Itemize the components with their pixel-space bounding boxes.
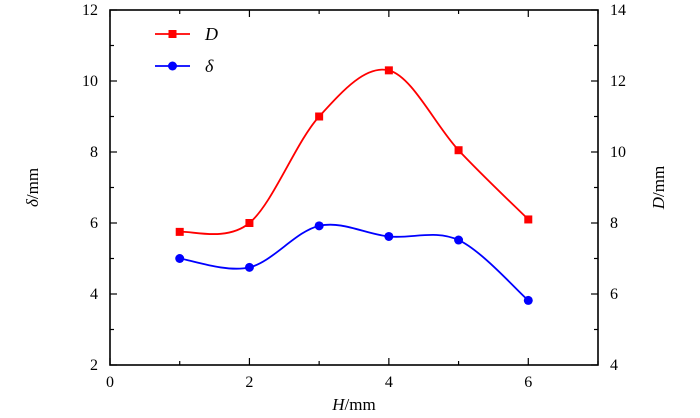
data-point-d [175, 227, 184, 236]
legend-item-delta: δ [155, 56, 214, 76]
x-axis-label-symbol: H [331, 395, 346, 414]
data-point-d [454, 146, 463, 155]
y-left-tick-label: 6 [90, 215, 98, 232]
y-right-tick-label: 8 [610, 215, 618, 232]
legend: D δ [155, 24, 218, 76]
data-point-d [524, 215, 533, 224]
y-axis-right-label-symbol: D [649, 196, 668, 210]
legend-item-d: D [155, 24, 218, 44]
x-tick-label: 4 [385, 374, 393, 391]
y-axis-left-label: δ/mm [23, 168, 42, 207]
y-left-tick-label: 4 [90, 286, 98, 303]
data-point-delta [384, 231, 394, 241]
x-axis-label-unit: /mm [345, 395, 376, 414]
data-point-delta [314, 221, 324, 231]
y-right-tick-label: 12 [610, 73, 626, 90]
data-point-d [315, 112, 324, 121]
legend-circle-marker [168, 61, 177, 71]
legend-square-marker [168, 30, 177, 38]
data-point-delta [244, 262, 254, 272]
y-axis-left-label-unit: /mm [23, 168, 42, 199]
y-axis-right-label: D/mm [649, 166, 668, 210]
y-right-tick-label: 10 [610, 144, 626, 161]
y-right-tick-label: 6 [610, 286, 618, 303]
axis-ticks [109, 9, 599, 366]
legend-label-d: D [204, 24, 218, 44]
series-markers [175, 66, 533, 305]
data-point-delta [175, 254, 185, 263]
y-left-tick-label: 8 [90, 144, 98, 161]
data-point-delta [454, 235, 464, 245]
y-right-tick-label: 14 [610, 2, 626, 19]
x-axis-label: H/mm [331, 395, 375, 414]
y-right-tick-label: 4 [610, 357, 618, 374]
y-left-tick-label: 12 [82, 2, 98, 19]
data-point-d [245, 219, 254, 227]
y-left-tick-label: 2 [90, 357, 98, 374]
data-point-d [384, 66, 393, 75]
x-tick-label: 0 [106, 374, 114, 391]
y-axis-right-label-unit: /mm [649, 166, 668, 197]
legend-label-delta: δ [205, 56, 214, 76]
x-tick-label: 6 [524, 374, 532, 391]
y-left-tick-label: 10 [82, 73, 98, 90]
x-tick-label: 2 [245, 374, 253, 391]
data-point-delta [523, 295, 533, 305]
y-axis-left-label-symbol: δ [23, 198, 42, 207]
